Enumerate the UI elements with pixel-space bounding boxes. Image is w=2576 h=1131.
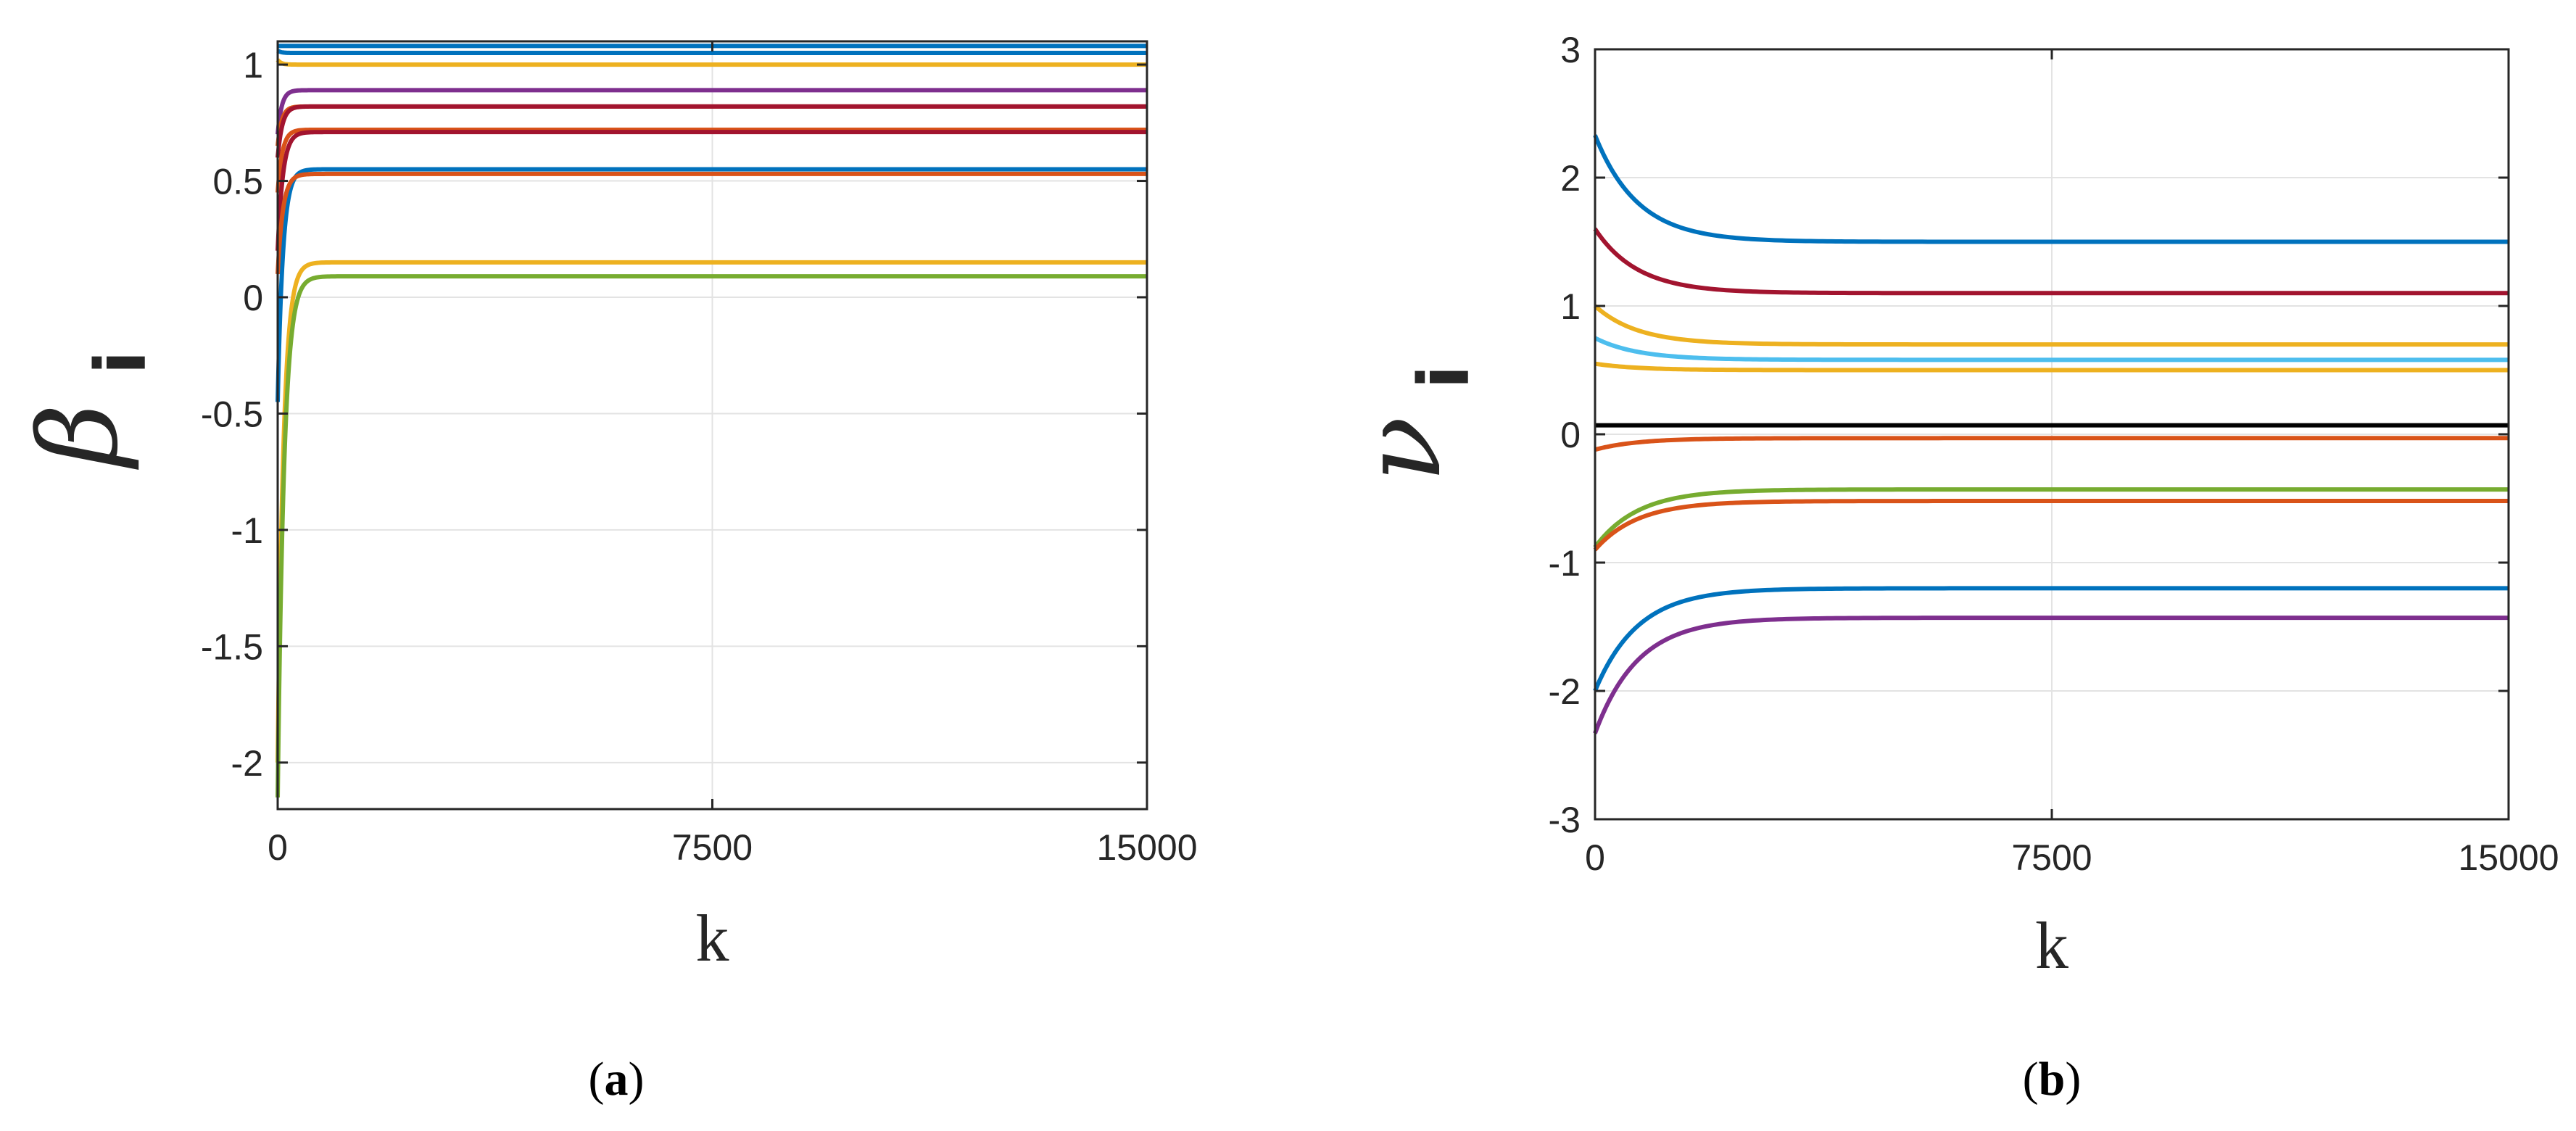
series-n5 [1593, 361, 2509, 373]
x-tick-label: 7500 [672, 827, 753, 868]
y-tick-label: -3 [1549, 800, 1581, 840]
y-tick-label: -2 [231, 743, 263, 784]
series-s3 [276, 57, 1147, 67]
x-axis-label: k [2035, 908, 2068, 982]
y-tick-label: -1.5 [201, 626, 263, 667]
series-n7 [1593, 436, 2509, 452]
caption-open: ( [589, 1053, 605, 1106]
series-n4 [1593, 336, 2509, 362]
x-axis-label: k [696, 901, 729, 975]
series-n1 [1593, 133, 2509, 244]
caption-close: ) [629, 1053, 645, 1106]
y-tick-label: -1 [1549, 543, 1581, 584]
y-tick-label: 0 [1560, 415, 1581, 455]
y-tick-label: 1 [1560, 286, 1581, 327]
x-tick-label: 0 [1585, 837, 1605, 878]
series-s8 [276, 130, 1147, 253]
series-n9 [1593, 499, 2509, 552]
caption-open: ( [2023, 1053, 2039, 1106]
y-tick-label: 1 [243, 45, 263, 86]
y-tick-label: 2 [1560, 158, 1581, 199]
panel-caption: (a) [589, 1053, 645, 1106]
series-s12 [276, 274, 1147, 800]
y-tick-label: -0.5 [201, 394, 263, 434]
x-tick-label: 15000 [1096, 827, 1197, 868]
y-axis-subscript: i [1404, 365, 1485, 389]
y-axis-symbol: ν [1339, 416, 1465, 482]
caption-letter: a [605, 1053, 629, 1106]
panel-caption: (b) [2023, 1053, 2082, 1106]
y-tick-label: 3 [1560, 30, 1581, 70]
series-s6 [276, 104, 1147, 160]
y-tick-label: -2 [1549, 671, 1581, 712]
y-tick-label: -1 [231, 510, 263, 551]
series-n2 [1593, 226, 2509, 296]
y-axis-label: νi [1339, 365, 1485, 483]
caption-close: ) [2065, 1053, 2081, 1106]
caption-letter: b [2039, 1053, 2066, 1106]
series-n10 [1593, 586, 2509, 693]
series-n8 [1593, 487, 2509, 550]
series-s10 [276, 171, 1147, 276]
series-s4 [276, 88, 1147, 137]
x-tick-label: 0 [268, 827, 288, 868]
y-axis-subscript: i [80, 351, 162, 375]
series-s7 [276, 127, 1147, 195]
x-tick-label: 7500 [2011, 837, 2092, 878]
y-axis-symbol: β [16, 404, 142, 471]
x-tick-label: 15000 [2458, 837, 2559, 878]
y-tick-label: 0 [243, 278, 263, 318]
series-s11 [276, 260, 1147, 765]
series-s2 [276, 48, 1147, 56]
y-tick-label: 0.5 [212, 162, 263, 202]
series-n3 [1593, 304, 2509, 347]
series-n11 [1593, 616, 2509, 736]
y-axis-label: βi [16, 351, 162, 471]
